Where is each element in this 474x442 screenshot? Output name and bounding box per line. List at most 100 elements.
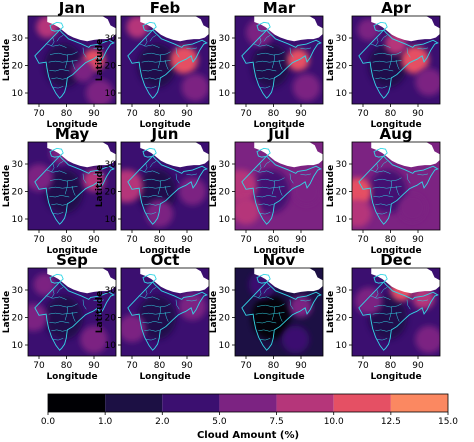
state-boundary [271,306,276,321]
x-tick-label: 70 [126,235,138,245]
y-tick-label: 20 [219,188,231,198]
state-boundary [259,338,271,341]
state-boundary [278,311,283,322]
cloud-field [28,142,116,230]
colorbar-box [105,394,163,412]
no-data-mask [371,16,440,42]
state-boundary [144,163,148,173]
state-boundary [71,311,76,322]
hotspot-3 [85,79,114,104]
state-boundary [388,54,393,69]
state-boundary [395,185,400,196]
state-boundary [142,69,163,72]
state-boundary [255,186,285,189]
country-boundary [34,147,115,225]
state-boundary [375,163,379,173]
x-tick-label: 90 [181,361,193,371]
colorbar-tick-label: 7.5 [269,417,283,427]
x-tick-label: 80 [61,361,73,371]
no-data-mask [254,268,323,294]
panel-jan: Jan 70 80 90 10 20 30 Longitude Latitude [2,0,117,130]
state-boundary [157,54,162,69]
state-boundary [48,60,78,63]
state-boundary [142,51,171,56]
country-boundary [241,21,322,99]
state-boundary [56,35,64,42]
colorbar-tick-label: 2.0 [155,417,170,427]
x-tick-label: 90 [412,109,424,119]
x-axis-label: Longitude [46,372,97,382]
state-boundary [138,169,160,174]
colorbar-ticks: 0.0 1.0 2.0 5.0 7.5 10.0 12.5 15.0 [41,412,458,427]
state-boundary [380,161,388,168]
x-tick-label: 80 [154,235,166,245]
colorbar-box [276,394,334,412]
y-tick-label: 10 [336,215,348,225]
state-boundary [289,47,294,58]
state-boundary [93,47,104,50]
panel-frame [120,15,210,105]
y-tick-label: 30 [105,286,117,296]
state-boundary [388,180,393,195]
state-boundary [263,161,271,168]
y-tick-label: 10 [219,215,231,225]
state-boundary [144,329,160,332]
month-title: Aug [379,125,412,143]
hotspot-3 [181,73,209,102]
x-tick-label: 80 [61,235,73,245]
state-boundary [263,35,271,42]
colorbar-box [162,394,220,412]
y-tick-label: 20 [219,314,231,324]
state-boundary [71,185,76,196]
hotspot-4 [415,325,440,354]
hotspot-2 [28,303,48,332]
x-tick-label: 90 [412,361,424,371]
y-tick-label: 20 [105,314,117,324]
state-boundary [164,185,169,196]
y-axis-label: Latitude [209,165,219,207]
state-boundary [49,321,70,324]
panels-grid: Jan 70 80 90 10 20 30 Longitude Latitude Feb 70 80 9… [2,0,441,382]
state-boundary [64,54,69,69]
colorbar-tick-label: 5.0 [212,417,227,427]
panel-frame [234,267,324,357]
field-low-region [44,43,84,88]
hotspot-3 [292,177,321,206]
y-tick-label: 30 [105,34,117,44]
state-boundary [255,60,285,63]
state-boundary [144,37,148,47]
state-boundary [157,306,162,321]
hotspot-2 [121,314,146,343]
hotspot-3 [292,73,321,102]
state-boundary [56,287,64,294]
state-boundary [372,186,402,189]
state-boundary [82,173,87,184]
x-axis-label: Longitude [46,246,97,256]
x-tick-label: 80 [61,109,73,119]
month-title: Nov [263,251,296,269]
x-tick-label: 70 [126,109,138,119]
x-axis-label: Longitude [139,246,190,256]
state-boundary [186,299,197,302]
state-boundary [417,47,428,50]
y-tick-label: 20 [105,188,117,198]
no-data-mask [371,142,440,168]
panel-frame [351,15,441,105]
state-boundary [93,173,104,176]
no-data-mask [140,16,209,42]
state-boundary [256,51,285,56]
state-boundary [52,212,64,215]
cloud-field [28,268,116,356]
no-data-mask [47,268,116,294]
state-boundary [49,69,70,72]
state-boundary [388,306,393,321]
y-axis-label: Latitude [326,291,336,333]
state-boundary [45,43,67,48]
state-boundary [175,299,180,310]
y-tick-label: 10 [12,215,24,225]
state-boundary [375,77,391,80]
state-boundary [406,173,411,184]
state-boundary [138,43,160,48]
colorbar-tick-label: 10.0 [324,417,344,427]
